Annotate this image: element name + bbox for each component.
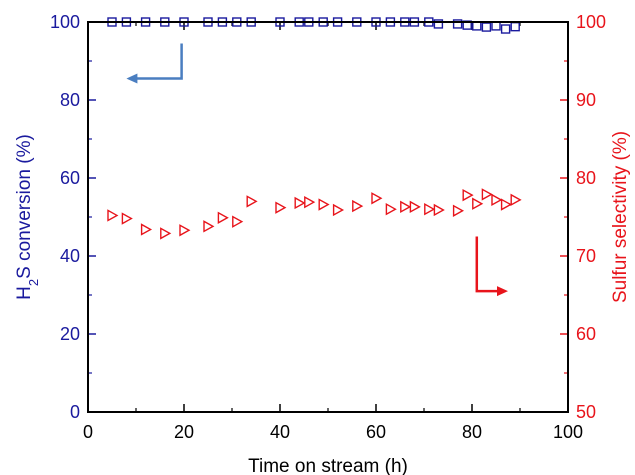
selectivity-point [217,211,229,224]
tick-layer [87,21,569,413]
conversion-point [472,21,482,31]
selectivity-point [452,204,465,217]
selectivity-point [433,203,445,217]
right-axis-arrow-line [475,236,500,293]
selectivity-point [491,193,503,207]
y-left-tick-label: 60 [60,168,80,188]
y-right-tick-label: 100 [576,12,606,32]
y-left-tick-label: 20 [60,324,80,344]
y-left-tick-label: 80 [60,90,80,110]
conversion-point [491,21,501,31]
selectivity-point [332,203,345,217]
left-axis-arrow-line [134,43,183,80]
y-left-title-subscript: 2 [26,279,41,286]
selectivity-point [304,195,316,209]
selectivity-point [318,198,330,211]
y-left-tick-label: 100 [50,12,80,32]
x-axis-title: Time on stream (h) [248,456,408,475]
y-left-tick-label: 40 [60,246,80,266]
selectivity-point [275,201,287,214]
selectivity-point [352,199,364,213]
conversion-point [433,19,444,29]
marker-layer [107,17,522,240]
selectivity-point [160,227,172,240]
y-right-tick-label: 80 [576,168,596,188]
selectivity-point [462,188,474,202]
y-left-axis-title: H2S conversion (%) [14,134,41,300]
selectivity-point [385,203,397,216]
selectivity-point [179,224,191,237]
selectivity-point [232,215,244,228]
selectivity-point [472,197,484,210]
conversion-point [452,19,463,29]
selectivity-point [246,195,258,208]
selectivity-point [400,200,412,214]
conversion-point [500,24,511,34]
selectivity-point [107,209,119,222]
conversion-point [510,21,520,32]
x-tick-label: 20 [174,422,194,442]
arrow-layer [126,43,508,297]
y-right-tick-label: 70 [576,246,596,266]
plot-frame [87,21,569,413]
selectivity-point [500,198,513,211]
selectivity-point [203,220,215,233]
conversion-point [481,22,492,32]
y-right-tick-label: 50 [576,402,596,422]
y-right-axis-title: Sulfur selectivity (%) [610,131,631,303]
selectivity-point [121,212,133,225]
x-tick-label: 40 [270,422,290,442]
y-right-tick-label: 90 [576,90,596,110]
selectivity-point [510,193,522,207]
selectivity-point [294,196,306,210]
left-axis-arrowhead [126,73,138,84]
y-left-title-part: S conversion (%) [14,134,35,279]
selectivity-point [371,192,383,205]
selectivity-point [409,200,421,214]
x-tick-label: 0 [83,422,93,442]
y-right-tick-label: 60 [576,324,596,344]
x-tick-label: 60 [366,422,386,442]
selectivity-point [140,223,153,236]
label-layer: 0 20 40 60 80 1000204060801005060708090100Tim… [14,12,631,475]
y-left-title-part: H [14,286,35,300]
x-tick-label: 100 [553,422,583,442]
selectivity-point [481,188,493,201]
selectivity-point [424,203,436,216]
x-tick-label: 80 [462,422,482,442]
y-left-tick-label: 0 [70,402,80,422]
right-axis-arrowhead [497,286,508,297]
